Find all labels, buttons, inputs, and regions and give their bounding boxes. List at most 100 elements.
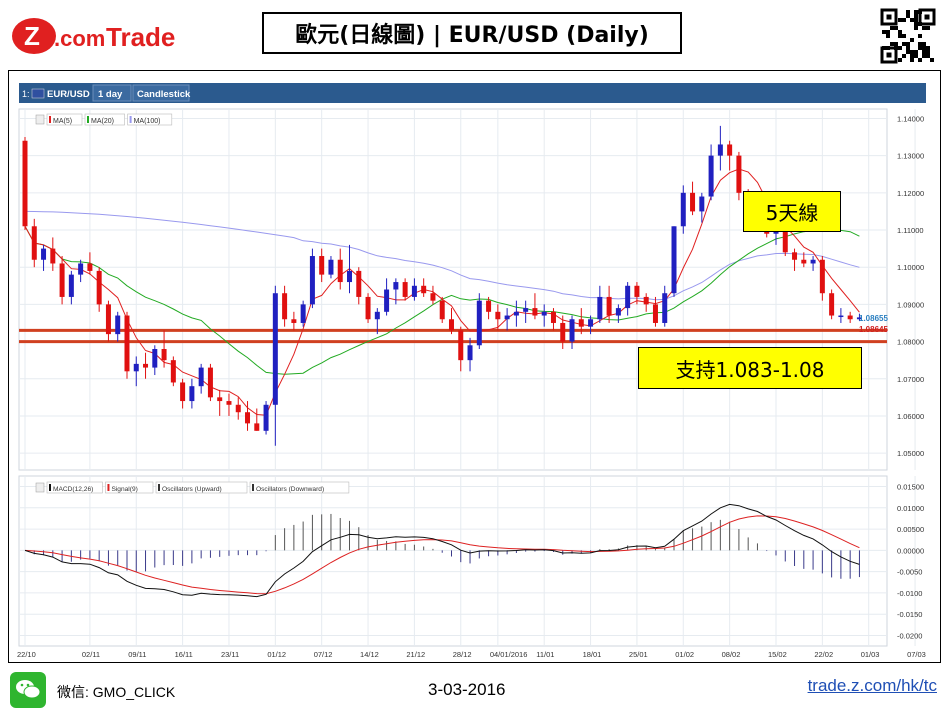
candle-body [226,401,232,405]
price-legend: MA(5) MA(20) MA(100) [35,113,173,126]
candle-body [634,285,640,297]
candle-body [384,289,390,312]
candle-body [782,226,788,253]
candle-body [143,363,149,368]
macd-legend-label: Signal(9) [111,486,137,493]
candle-body [393,282,399,290]
macd-legend-item[interactable] [155,481,248,494]
candle-body [856,317,862,320]
candle-body [133,363,139,372]
price-legend-label: MA(5) [53,118,72,125]
x-tick-label: 22/02 [814,650,833,659]
price-tick-label: 1.08000 [897,338,924,347]
candle-body [282,293,288,320]
price-legend-item[interactable] [84,113,125,126]
x-tick-label: 11/01 [536,650,554,659]
flag-icon [31,88,45,99]
candle-body [124,315,130,372]
macd-tick-label: 0.00500 [897,525,924,534]
macd-legend-label: MACD(12,26) [53,486,93,493]
candle-body [105,304,111,335]
candle-body [254,423,260,431]
price-legend-label: MA(20) [91,118,114,125]
price-tick-label: 1.09000 [897,300,924,309]
candle-body [504,315,510,320]
candle-body [532,308,538,316]
eurusd-chart: 1: EUR/USD 1 day Candlestick 1.14000 1.13… [17,83,926,659]
logo-dotcom: .com [54,26,105,51]
x-tick-label: 02/11 [82,650,100,659]
price-tick-label: 1.10000 [897,263,924,272]
candle-body [328,259,334,275]
candle-body [838,315,844,318]
candle-body [439,300,445,320]
candle-body [115,315,121,335]
candle-body [513,311,519,316]
candle-body [272,293,278,405]
price-tick-label: 1.06000 [897,412,924,421]
report-date: 3-03-2016 [428,680,506,699]
website-link[interactable]: trade.z.com/hk/tc [807,676,937,695]
macd-panel [18,475,888,647]
price-legend-item[interactable] [127,113,173,126]
legend-swatch [107,484,110,491]
wechat-icon[interactable] [10,672,46,708]
price-legend-item[interactable] [46,113,83,126]
candle-body [671,226,677,294]
candle-body [402,282,408,297]
macd-tick-label: 0.01000 [897,504,924,513]
style-button[interactable] [132,84,190,102]
collapse-icon[interactable] [35,114,45,125]
candle-body [448,319,454,331]
price-tag-upper: 1.08655 [859,314,888,323]
candle-body [727,144,733,156]
toolbar-style[interactable]: Candlestick [137,89,191,100]
price-tick-label: 1.11000 [897,226,924,235]
price-tick-label: 1.14000 [897,114,924,123]
x-tick-label: 23/11 [221,650,239,659]
candle-body [68,274,74,297]
candle-body [430,293,436,301]
legend-swatch [87,116,89,123]
candle-body [319,256,325,275]
macd-legend-item[interactable] [249,481,350,494]
signal-line [24,515,860,595]
candle-body [588,319,594,327]
candle-body [625,285,631,309]
legend-swatch [49,484,51,491]
price-tag-lower: 1.08645 [859,325,888,334]
candle-body [662,293,668,323]
x-tick-label: 07/03 [907,650,926,659]
x-tick-label: 09/11 [128,650,146,659]
candle-body [291,319,297,323]
candle-body [458,330,464,361]
interval-button[interactable] [92,84,132,102]
legend-swatch [49,116,51,123]
macd-legend-item[interactable] [46,481,103,494]
toolbar-symbol[interactable]: EUR/USD [47,89,90,100]
candle-body [476,300,482,346]
toolbar-interval[interactable]: 1 day [98,89,123,100]
legend-swatch [252,484,254,491]
candle-body [22,140,28,227]
price-panel [18,108,888,471]
candle-body [96,270,102,305]
candle-body [597,296,603,320]
candle-body [87,263,93,271]
chart-toolbar [19,83,926,103]
candle-body [606,296,612,316]
collapse-macd-icon[interactable] [35,482,45,493]
candle-body [31,226,37,260]
x-tick-label: 25/01 [629,650,648,659]
macd-legend-item[interactable] [105,481,154,494]
x-tick-label: 01/03 [861,650,880,659]
candle-body [198,367,204,387]
zcom-trade-logo: Z .com Trade [12,18,175,54]
macd-tick-label: 0.00000 [897,546,924,555]
candle-body [189,386,195,402]
candle-body [59,263,65,297]
candle-body [847,315,853,320]
legend-swatch [158,484,160,491]
candle-body [50,248,56,264]
price-tick-label: 1.07000 [897,375,924,384]
